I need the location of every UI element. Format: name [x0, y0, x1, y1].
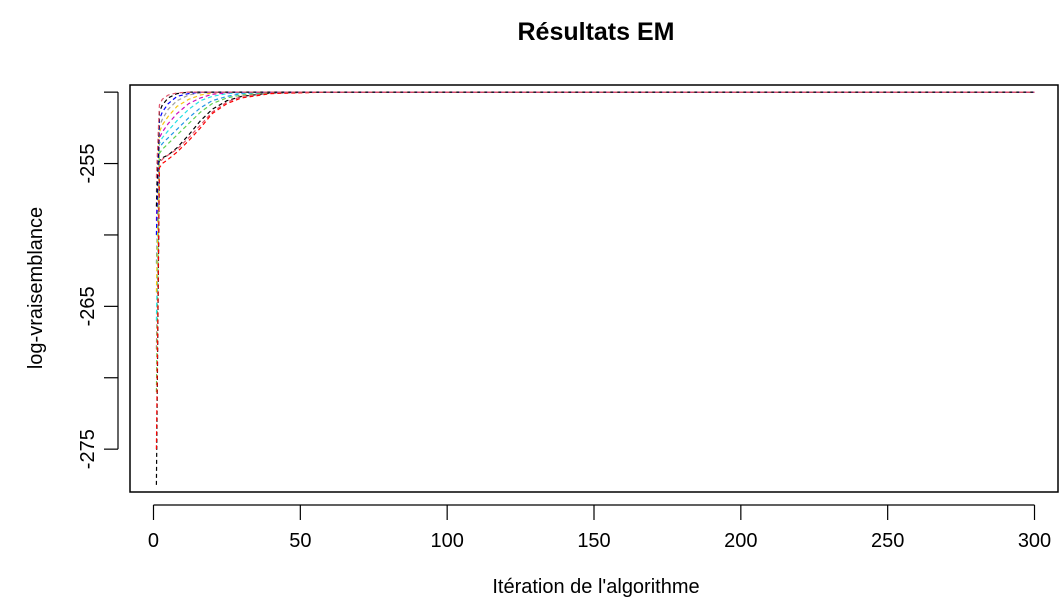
series-layer: [155, 91, 1035, 485]
series-line-4: [155, 91, 1035, 264]
x-tick-label: 0: [148, 530, 159, 552]
x-tick-label: 250: [871, 530, 904, 552]
series-line-6: [155, 91, 1035, 221]
series-line-9: [155, 91, 1035, 235]
series-line-7: [155, 91, 1035, 293]
chart-title: Résultats EM: [518, 18, 675, 46]
series-line-10: [155, 91, 1035, 450]
x-tick-label: 50: [289, 530, 311, 552]
x-tick-label: 100: [430, 530, 463, 552]
series-line-8: [155, 91, 1035, 193]
x-tick-label: 150: [577, 530, 610, 552]
x-tick-label: 200: [724, 530, 757, 552]
series-line-1: [155, 91, 1035, 485]
series-line-3: [155, 91, 1035, 393]
y-tick-label: -265: [77, 286, 99, 326]
x-axis: 0 50 100 150 200 250 300: [148, 504, 1051, 552]
series-line-2: [155, 91, 1035, 350]
y-tick-label: -275: [77, 429, 99, 469]
series-line-11: [155, 91, 1035, 207]
y-tick-label: -255: [77, 143, 99, 183]
series-line-5: [155, 91, 1035, 321]
plot-frame: [129, 84, 1059, 493]
y-axis-label: log-vraisemblance: [25, 207, 47, 369]
y-axis: -255 -265 -275: [77, 91, 119, 469]
series-line-12: [155, 91, 1035, 178]
x-axis-label: Itération de l'algorithme: [492, 576, 699, 598]
x-tick-label: 300: [1018, 530, 1051, 552]
